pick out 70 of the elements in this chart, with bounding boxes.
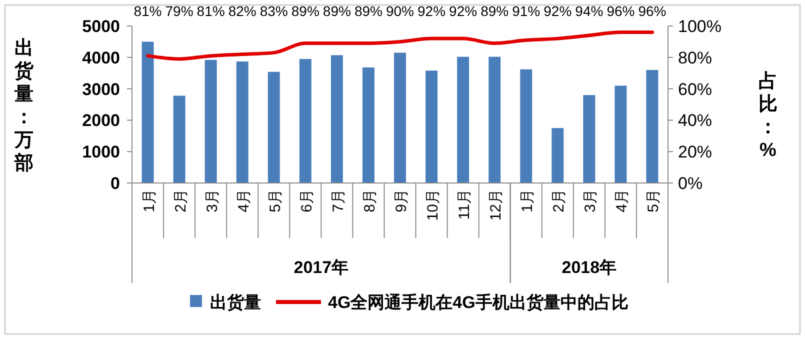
data-label: 92% xyxy=(449,3,478,19)
x-tick-label: 5月 xyxy=(645,189,662,212)
data-label: 90% xyxy=(386,3,414,19)
x-tick-label: 6月 xyxy=(298,189,316,212)
data-label: 81% xyxy=(196,3,225,19)
data-label: 89% xyxy=(291,3,320,19)
y2-tick-label: 0% xyxy=(678,174,703,193)
y-tick-label: 4000 xyxy=(82,48,120,68)
data-label: 92% xyxy=(544,3,572,19)
x-tick-label: 1月 xyxy=(140,189,158,212)
data-label: 89% xyxy=(480,3,509,19)
bar xyxy=(646,70,658,183)
bar xyxy=(330,55,343,183)
bar xyxy=(268,72,280,183)
legend-label: 4G全网通手机在4G手机出货量中的占比 xyxy=(328,293,628,312)
data-label: 82% xyxy=(228,3,256,19)
data-label: 96% xyxy=(638,3,666,19)
data-label: 79% xyxy=(165,3,194,19)
x-tick-label: 9月 xyxy=(393,189,410,212)
text: 2017年 xyxy=(294,258,349,277)
x-tick-label: 11月 xyxy=(456,189,474,220)
data-label: 94% xyxy=(575,3,604,19)
x-tick-label: 2月 xyxy=(550,189,568,212)
x-tick-label: 10月 xyxy=(424,189,442,221)
data-label: 89% xyxy=(354,3,382,19)
y-tick-label: 1000 xyxy=(82,142,120,162)
data-label: 89% xyxy=(322,3,351,19)
x-tick-label: 2月 xyxy=(172,189,190,212)
y2-tick-label: 100% xyxy=(678,17,722,36)
legend-label: 出货量 xyxy=(210,293,261,312)
data-label: 92% xyxy=(418,3,446,19)
text: 2018年 xyxy=(562,258,617,277)
line-series xyxy=(146,30,654,61)
data-label: 83% xyxy=(260,3,288,19)
x-tick-label: 3月 xyxy=(582,189,600,212)
x-tick-label: 4月 xyxy=(614,189,631,212)
x-tick-label: 12月 xyxy=(488,189,505,221)
y-tick-label: 2000 xyxy=(82,111,120,130)
y2-tick-label: 40% xyxy=(678,111,712,130)
bar xyxy=(488,56,501,183)
x-tick-label: 4月 xyxy=(235,189,252,212)
bar xyxy=(236,61,248,183)
y-tick-label: 0 xyxy=(110,174,120,193)
x-tick-label: 7月 xyxy=(330,189,347,212)
bar xyxy=(299,58,312,183)
data-label: 91% xyxy=(512,3,540,19)
x-tick-label: 3月 xyxy=(204,189,221,212)
bar xyxy=(583,95,596,183)
bar xyxy=(204,60,217,183)
x-tick-label: 8月 xyxy=(361,189,378,212)
bar xyxy=(614,86,627,183)
y-tick-label: 5000 xyxy=(82,17,120,36)
bar xyxy=(394,52,406,183)
y2-tick-label: 20% xyxy=(678,142,712,162)
bar xyxy=(520,69,532,183)
bar xyxy=(426,70,438,183)
y2-axis-title: 占比：% xyxy=(758,70,778,161)
y2-tick-label: 80% xyxy=(678,48,712,68)
bar xyxy=(457,56,470,183)
y-tick-label: 3000 xyxy=(82,80,120,99)
x-tick-label: 5月 xyxy=(266,189,284,212)
bar xyxy=(173,96,186,183)
data-label: 81% xyxy=(134,3,162,19)
y-axis-title: 出货量：万部 xyxy=(14,37,34,174)
x-tick-label: 1月 xyxy=(519,189,536,212)
bar xyxy=(362,67,374,183)
y2-tick-label: 60% xyxy=(678,80,712,99)
bar xyxy=(142,42,154,183)
bar xyxy=(552,128,564,183)
data-label: 96% xyxy=(606,3,635,19)
